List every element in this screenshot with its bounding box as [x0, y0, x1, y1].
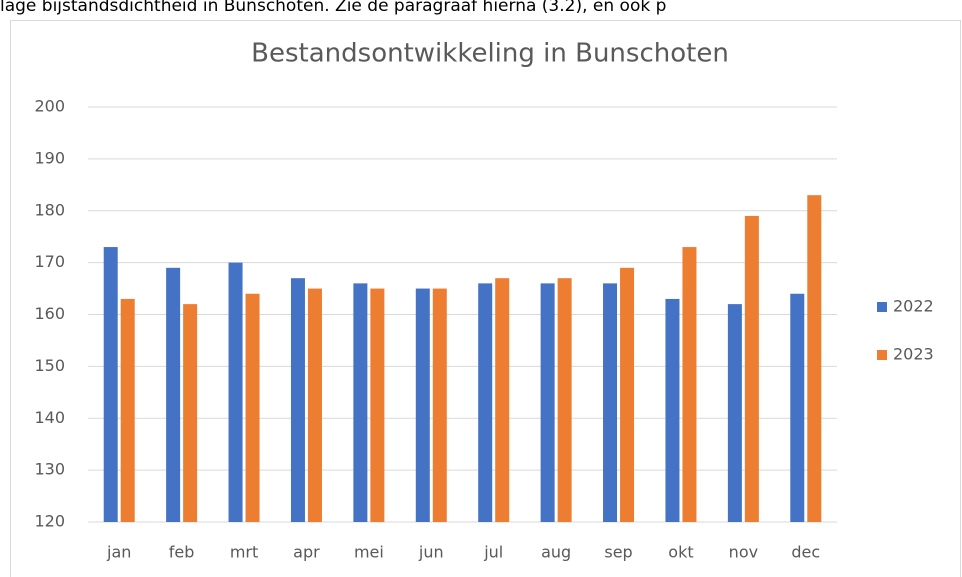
- bar: [727, 304, 742, 522]
- bar: [370, 288, 385, 522]
- bar: [353, 283, 368, 522]
- y-tick-label: 140: [34, 408, 65, 427]
- bar: [290, 278, 305, 522]
- x-tick-label: aug: [541, 543, 571, 562]
- y-tick-label: 170: [34, 252, 65, 271]
- bar: [744, 215, 759, 522]
- x-tick-label: okt: [668, 543, 693, 562]
- bar: [665, 298, 680, 522]
- bar: [307, 288, 322, 522]
- y-tick-label: 200: [34, 97, 65, 116]
- bar: [495, 278, 510, 522]
- x-tick-label: mei: [354, 543, 384, 562]
- x-tick-label: jun: [418, 543, 444, 562]
- bar: [682, 247, 697, 522]
- y-tick-label: 130: [34, 460, 65, 479]
- bar: [478, 283, 493, 522]
- caption-text: lage bijstandsdichtheid in Bunschoten. Z…: [0, 0, 666, 16]
- bar: [540, 283, 555, 522]
- bar: [228, 262, 243, 522]
- bar: [415, 288, 430, 522]
- chart-title: Bestandsontwikkeling in Bunschoten: [251, 39, 729, 69]
- y-tick-label: 180: [34, 200, 65, 219]
- bar: [603, 283, 618, 522]
- legend-swatch: [877, 302, 887, 312]
- bar: [790, 293, 805, 522]
- legend-label: 2022: [893, 297, 934, 316]
- bar: [807, 195, 822, 522]
- bar: [183, 304, 198, 522]
- y-tick-label: 190: [34, 148, 65, 167]
- x-tick-label: jan: [106, 543, 131, 562]
- bar: [245, 293, 260, 522]
- x-tick-label: jul: [483, 543, 503, 562]
- bar: [557, 278, 572, 522]
- x-tick-label: apr: [293, 543, 320, 562]
- y-tick-label: 160: [34, 304, 65, 323]
- bar: [620, 267, 635, 522]
- legend-swatch: [877, 350, 887, 360]
- x-tick-label: sep: [604, 543, 632, 562]
- bar: [103, 247, 118, 522]
- x-tick-label: feb: [169, 543, 195, 562]
- bar: [120, 298, 135, 522]
- x-tick-label: mrt: [230, 543, 258, 562]
- bar: [432, 288, 447, 522]
- bar: [166, 267, 181, 522]
- y-tick-label: 120: [34, 512, 65, 531]
- x-tick-label: nov: [729, 543, 758, 562]
- legend-label: 2023: [893, 345, 934, 364]
- x-tick-label: dec: [791, 543, 820, 562]
- y-tick-label: 150: [34, 356, 65, 375]
